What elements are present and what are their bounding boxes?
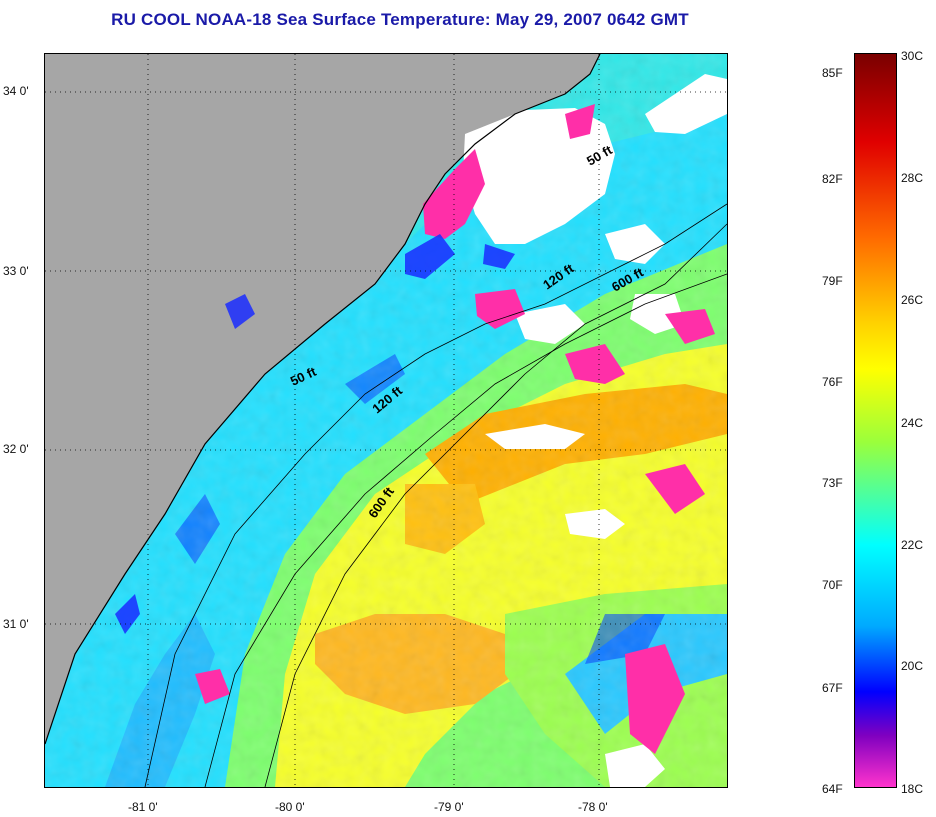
cb-f-76: 76F — [822, 375, 843, 389]
cb-f-82: 82F — [822, 172, 843, 186]
map-canvas: 50 ft 50 ft 120 ft 120 ft 600 ft 600 ft — [45, 54, 727, 787]
sst-map: 50 ft 50 ft 120 ft 120 ft 600 ft 600 ft — [44, 53, 728, 788]
cb-c-26: 26C — [901, 293, 924, 307]
page-title: RU COOL NOAA-18 Sea Surface Temperature:… — [111, 10, 689, 29]
cb-f-85: 85F — [822, 66, 843, 80]
cb-c-20: 20C — [901, 659, 924, 673]
blue-fringe — [115, 234, 515, 634]
cb-f-79: 79F — [822, 274, 843, 288]
lat-label-32: 32 0' — [3, 442, 29, 456]
cb-c-18: 18C — [901, 782, 924, 796]
cb-c-28: 28C — [901, 171, 924, 185]
lat-label-33: 33 0' — [3, 264, 29, 278]
cloud-mask — [463, 74, 727, 787]
cb-f-67: 67F — [822, 681, 843, 695]
contour-50ft — [144, 203, 727, 787]
lon-label-81: -81 0' — [128, 800, 158, 814]
cb-f-70: 70F — [822, 578, 843, 592]
cb-f-73: 73F — [822, 476, 843, 490]
cb-c-24: 24C — [901, 416, 924, 430]
colorbar-gradient — [855, 54, 896, 787]
lat-label-34: 34 0' — [3, 84, 29, 98]
lat-label-31: 31 0' — [3, 617, 29, 631]
contour-600ft — [264, 223, 727, 787]
coastline — [45, 54, 601, 745]
lon-label-79: -79 0' — [434, 800, 464, 814]
colorbar — [854, 53, 897, 788]
cb-c-30: 30C — [901, 49, 924, 63]
contour-120ft — [204, 273, 727, 787]
cb-c-22: 22C — [901, 538, 924, 552]
cb-f-64: 64F — [822, 782, 843, 796]
lon-label-80: -80 0' — [275, 800, 305, 814]
lon-label-78: -78 0' — [578, 800, 608, 814]
graticule — [45, 54, 727, 787]
